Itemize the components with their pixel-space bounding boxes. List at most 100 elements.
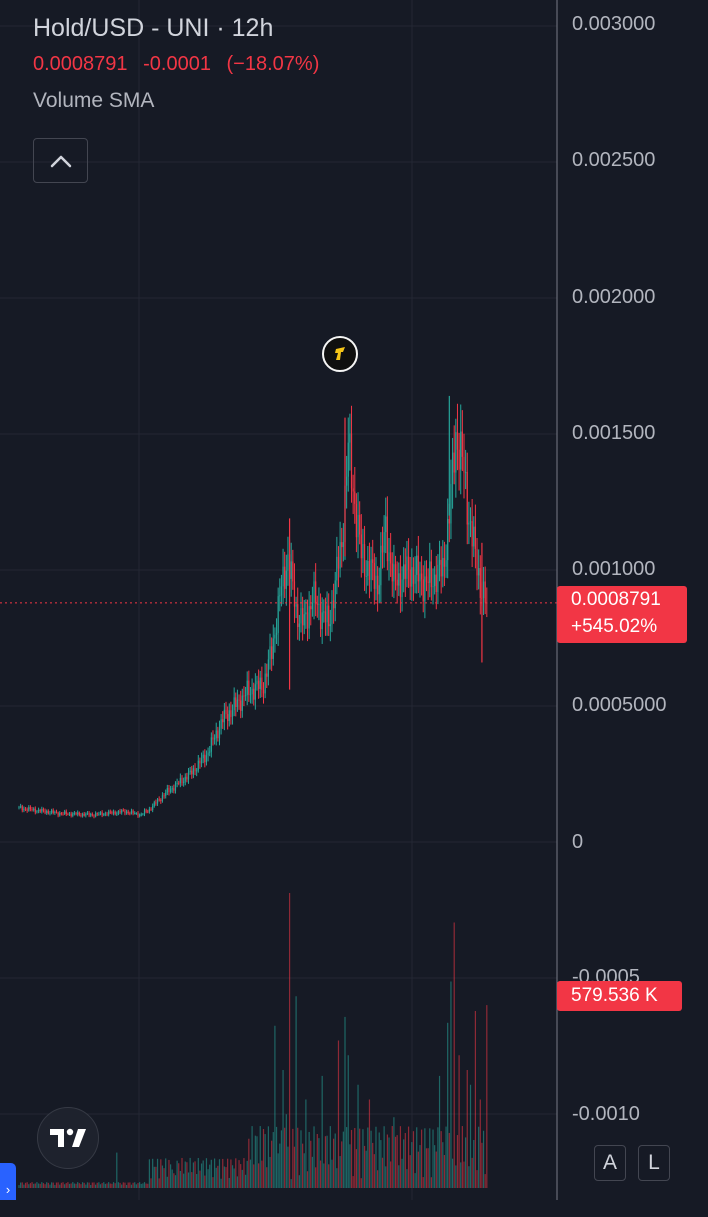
volume-bar [212,1177,214,1188]
volume-bar [62,1182,64,1188]
volume-bar [135,1184,137,1188]
volume-bar [479,1099,481,1188]
candle-body [191,770,193,775]
candle-body [147,811,149,813]
volume-bar [295,996,297,1188]
candle-body [111,812,113,814]
volume-bar [429,1128,431,1188]
candle-body [443,557,446,567]
candle-body [51,810,53,813]
candle-body [479,568,481,598]
volume-bar [411,1142,413,1188]
candle-body [231,710,234,717]
candle-body [20,806,22,808]
volume-bar [381,1157,384,1188]
candle-body [95,813,97,817]
candle-body [484,581,486,603]
candle-body [386,516,388,562]
volume-bar [98,1182,100,1188]
volume-bar [96,1182,98,1188]
volume-bar [192,1162,195,1188]
volume-bar [445,1126,447,1188]
volume-bar [143,1182,146,1188]
volume-bar [81,1182,84,1188]
volume-bar [473,1139,475,1188]
candle-body [478,568,480,576]
volume-bar [308,1132,310,1188]
volume-bar [230,1159,232,1188]
volume-bar [274,1025,276,1188]
indicator-label[interactable]: Volume SMA [33,89,155,112]
volume-bar [95,1184,97,1188]
volume-bar [321,1075,323,1188]
candle-body [466,472,468,525]
candle-body [119,811,121,813]
candle-body [60,813,62,815]
volume-bar [220,1178,222,1188]
candle-body [453,452,455,473]
candle-body [207,752,209,756]
candle-body [241,695,243,711]
collapse-legend-button[interactable] [33,138,88,183]
candle-body [155,802,157,804]
symbol-title[interactable]: Hold/USD - UNI · 12h [33,14,274,42]
volume-bar [207,1169,209,1188]
volume-bar [313,1126,315,1188]
candle-body [295,604,297,607]
candle-body [261,677,263,690]
volume-bar [166,1176,168,1188]
candle-body [135,813,137,815]
candle-body [152,805,154,810]
log-scale-button[interactable]: L [638,1145,670,1181]
current-price-percent: +545.02% [571,616,658,637]
candle-body [416,555,418,575]
candle-body [183,781,185,784]
volume-bar [178,1163,180,1188]
volume-bar [262,1129,265,1188]
volume-bar [88,1182,90,1188]
candle-body [269,646,271,660]
candle-body [122,810,124,812]
candle-body [142,814,144,816]
volume-bar [386,1134,388,1188]
volume-bar [130,1184,133,1188]
candle-body [179,777,181,784]
candle-body [370,559,372,580]
candle-body [463,456,465,473]
candle-body [223,709,225,723]
candle-body [422,579,424,602]
candle-body [331,600,333,625]
candle-body [329,624,331,627]
token-event-icon[interactable] [322,336,358,372]
candle-body [99,812,102,814]
volume-bar [145,1183,147,1188]
candle-body [407,556,410,570]
volume-bar [422,1177,424,1188]
chevron-right-icon[interactable]: › [0,1163,16,1200]
volume-bar [142,1183,144,1188]
volume-bar [316,1133,318,1188]
volume-bar [70,1183,72,1188]
volume-bar [64,1184,66,1188]
candle-body [230,710,232,717]
candle-body [448,519,450,524]
tradingview-logo-icon[interactable] [37,1107,99,1169]
volume-bar [150,1178,152,1188]
volume-bar [225,1167,227,1188]
volume-bar [332,1138,335,1188]
candle-body [67,814,69,816]
volume-bar [75,1183,77,1188]
candle-body [81,813,84,816]
volume-bar [194,1161,196,1188]
candle-body [168,787,170,792]
volume-bar [228,1177,230,1188]
volume-bar [481,1142,483,1188]
volume-bar [42,1183,45,1188]
volume-bar [186,1162,188,1188]
volume-bar [396,1135,398,1188]
candle-body [108,811,110,815]
candle-body [139,814,141,817]
auto-scale-button[interactable]: A [594,1145,626,1181]
volume-bar [468,1166,470,1188]
candle-body [130,810,133,814]
